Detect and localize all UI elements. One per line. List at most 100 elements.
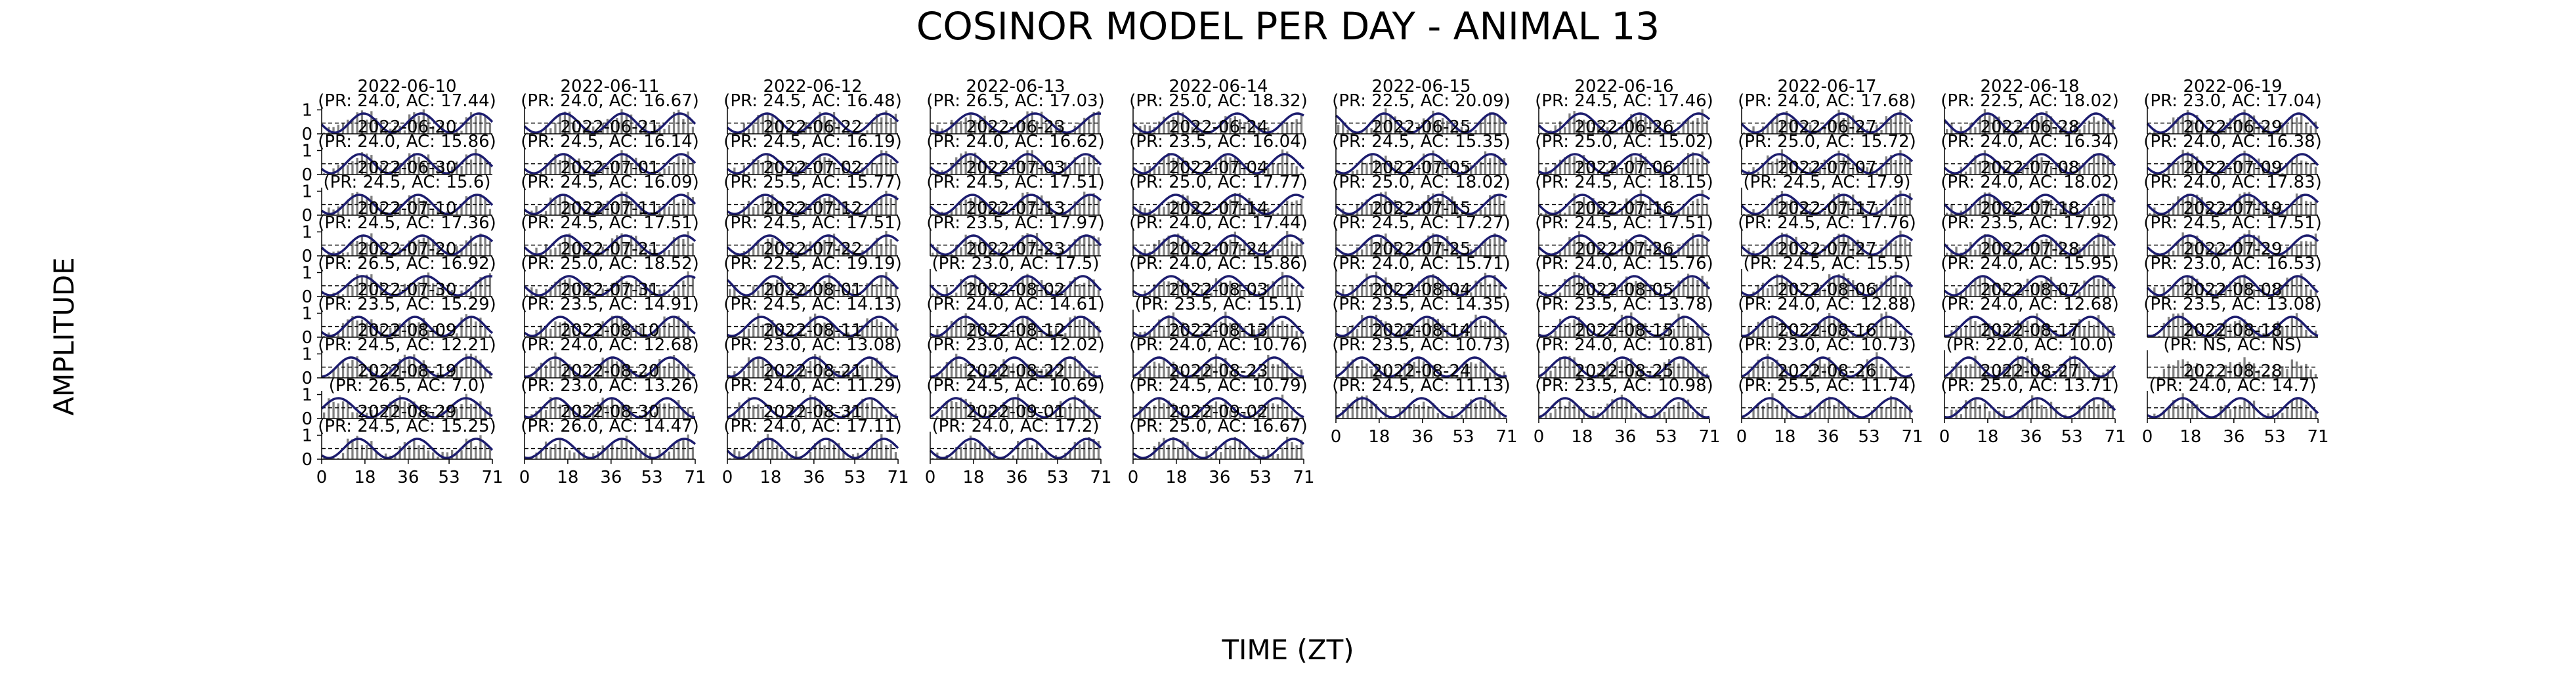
activity-bar: [616, 203, 618, 215]
activity-bar: [1988, 375, 1991, 378]
activity-bar: [1012, 290, 1015, 297]
activity-bar: [960, 153, 962, 174]
cosinor-fit-line: [1943, 153, 2116, 174]
activity-bar: [936, 416, 939, 419]
activity-bar: [323, 458, 326, 459]
activity-bar: [1050, 458, 1052, 459]
activity-bar: [757, 159, 760, 174]
activity-bar: [790, 456, 793, 459]
activity-bar: [1134, 417, 1137, 419]
panel-date-title: 2022-08-05: [1574, 280, 1673, 300]
activity-bar: [870, 162, 873, 174]
activity-bar: [1423, 201, 1425, 215]
activity-bar: [1234, 285, 1236, 297]
activity-bar: [488, 162, 492, 174]
activity-bar: [1876, 323, 1878, 337]
activity-bar: [563, 321, 567, 337]
day-panel: 2022-07-14(PR: 24.0, AC: 17.44): [1129, 199, 1308, 256]
activity-bar: [1069, 167, 1071, 174]
activity-bar: [1823, 363, 1826, 378]
activity-bar: [1983, 109, 1986, 134]
panel-params-label: (PR: 24.5, AC: 14.13): [723, 295, 902, 314]
activity-bar: [1045, 201, 1048, 215]
activity-bar: [379, 121, 382, 134]
activity-bar: [1423, 279, 1425, 297]
activity-bar: [1069, 364, 1071, 378]
activity-bar: [1214, 214, 1218, 215]
activity-bar: [2220, 207, 2222, 215]
activity-bar: [1346, 327, 1349, 337]
activity-bar: [1423, 401, 1425, 419]
activity-bar: [983, 243, 986, 256]
activity-bar: [1064, 407, 1067, 419]
activity-bar: [847, 173, 849, 174]
activity-bar: [1413, 361, 1415, 378]
activity-bar: [1153, 284, 1156, 297]
activity-bar: [1432, 150, 1434, 174]
activity-bar: [861, 214, 864, 215]
activity-bar: [1663, 255, 1666, 256]
activity-bar: [1823, 245, 1826, 256]
activity-bar: [635, 446, 637, 459]
panel-date-title: 2022-06-12: [763, 77, 862, 96]
activity-bar: [1692, 201, 1694, 215]
activity-bar: [1097, 326, 1100, 337]
activity-bar: [559, 278, 561, 297]
activity-bar: [2074, 173, 2076, 174]
activity-bar: [2158, 417, 2160, 419]
activity-bar: [2300, 114, 2303, 134]
activity-bar: [2036, 242, 2038, 256]
activity-bar: [2036, 365, 2038, 378]
panel-date-title: 2022-08-31: [763, 402, 862, 422]
activity-bar: [1587, 167, 1590, 174]
activity-bar: [1423, 118, 1425, 134]
activity-bar: [1573, 272, 1576, 297]
activity-bar: [356, 157, 358, 174]
activity-bar: [752, 159, 755, 174]
activity-bar: [1564, 405, 1566, 419]
activity-bar: [993, 255, 996, 256]
activity-bar: [890, 375, 892, 378]
activity-bar: [582, 169, 585, 174]
activity-bar: [1630, 283, 1633, 297]
activity-bar: [890, 118, 892, 134]
activity-bar: [1342, 255, 1344, 256]
activity-bar: [1432, 193, 1434, 215]
cosinor-fit-line: [930, 316, 1102, 337]
activity-bar: [2234, 364, 2237, 378]
activity-bar: [1220, 121, 1222, 134]
activity-bar: [1554, 366, 1556, 378]
activity-bar: [1045, 292, 1048, 297]
activity-bar: [341, 323, 345, 337]
activity-bar: [2290, 203, 2293, 215]
activity-bar: [1035, 284, 1039, 297]
activity-bar: [1210, 457, 1213, 459]
activity-bar: [427, 203, 430, 215]
activity-bar: [969, 401, 972, 419]
activity-bar: [1686, 400, 1690, 419]
activity-bar: [1291, 163, 1293, 174]
activity-bar: [866, 168, 869, 174]
activity-bar: [2092, 276, 2095, 297]
activity-bar: [1356, 288, 1359, 297]
activity-bar: [620, 438, 623, 459]
activity-bar: [842, 336, 845, 337]
activity-bar: [766, 238, 769, 256]
panel-params-label: (PR: 24.5, AC: 15.6): [323, 173, 490, 192]
activity-bar: [1673, 287, 1675, 297]
activity-bar: [1823, 159, 1826, 174]
panel-params-label: (PR: 22.0, AC: 10.0): [1946, 335, 2113, 355]
activity-bar: [1172, 241, 1175, 256]
day-panel: 2022-08-10(PR: 24.0, AC: 12.68): [521, 321, 699, 379]
activity-bar: [1852, 413, 1855, 419]
activity-bar: [347, 165, 349, 174]
activity-bar: [2305, 201, 2308, 215]
activity-bar: [654, 173, 656, 174]
activity-bar: [1186, 285, 1189, 297]
activity-bar: [1790, 377, 1793, 378]
activity-bar: [2309, 411, 2312, 419]
activity-bar: [1842, 331, 1845, 337]
panel-params-label: (PR: 24.5, AC: 10.79): [1129, 376, 1308, 396]
cosinor-fit-line: [1537, 194, 1711, 215]
activity-bar: [559, 322, 561, 337]
